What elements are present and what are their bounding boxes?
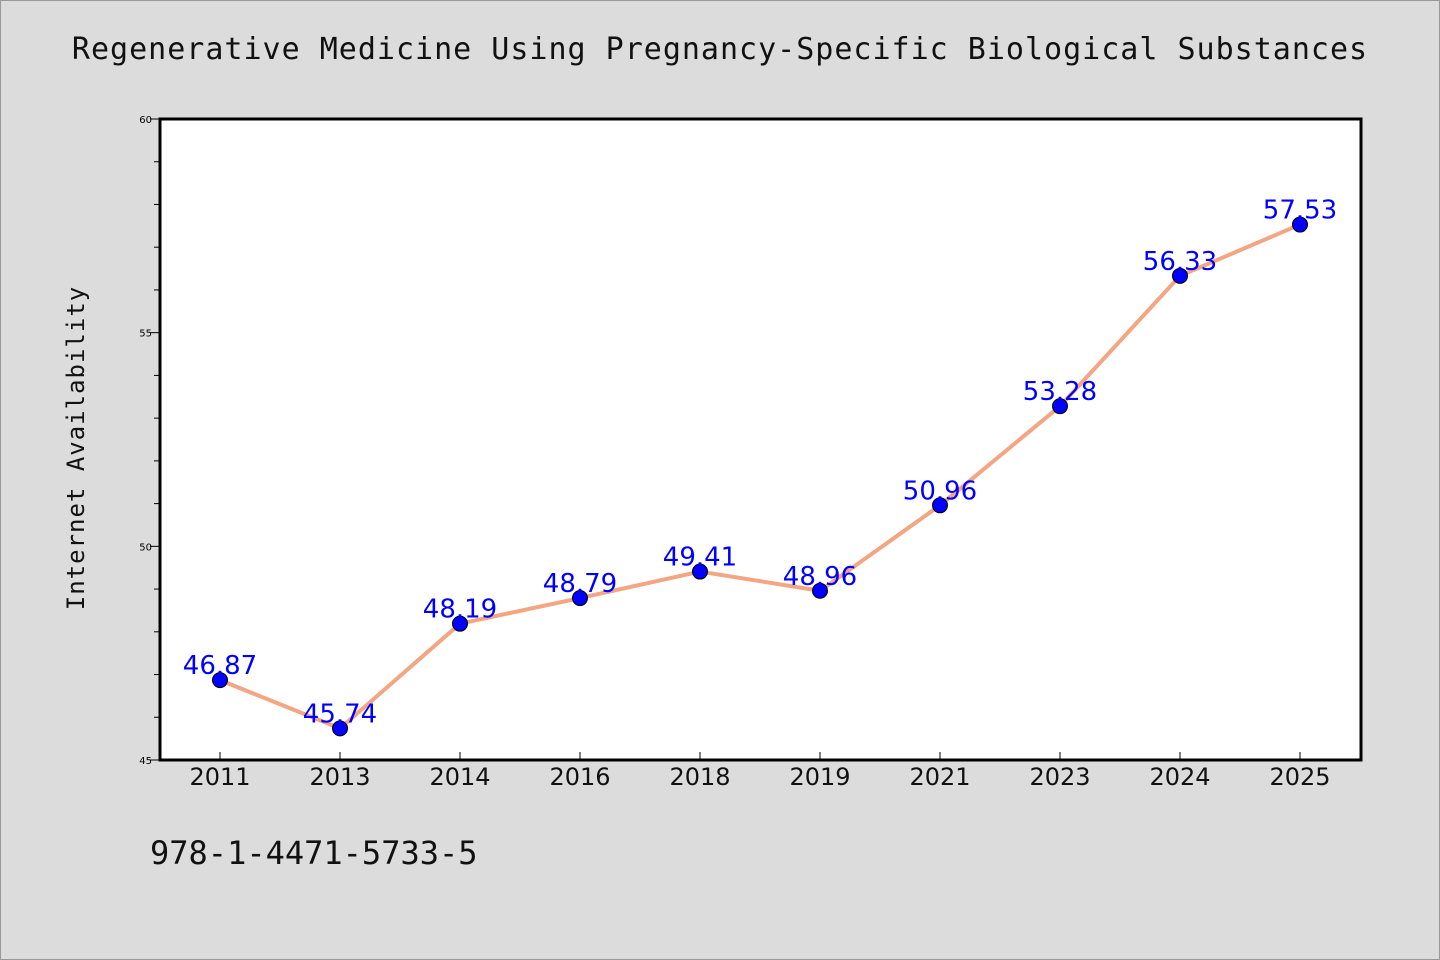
x-tick-label: 2024	[1149, 763, 1210, 791]
plot-area	[158, 117, 1363, 762]
x-tick-label: 2018	[669, 763, 730, 791]
x-tick-label: 2013	[309, 763, 370, 791]
data-label: 45.74	[303, 699, 377, 729]
y-axis: 45 50 55 60	[139, 115, 160, 767]
x-axis: 2011 2013 2014 2016 2018 2019 2021 2023 2024 2025	[189, 752, 1331, 791]
data-point	[1292, 216, 1308, 233]
x-tick-label: 2014	[429, 763, 490, 791]
data-point	[452, 615, 468, 632]
data-point	[572, 590, 588, 607]
data-point	[212, 672, 228, 689]
isbn-text: 978-1-4471-5733-5	[150, 834, 478, 872]
data-point	[932, 497, 948, 514]
x-tick-label: 2011	[189, 763, 250, 791]
x-tick-label: 2019	[789, 763, 850, 791]
data-point	[1052, 398, 1068, 415]
series-line	[219, 222, 1301, 731]
y-tick-label: 55	[139, 329, 152, 340]
data-label: 53.28	[1023, 377, 1097, 407]
data-label: 48.96	[783, 562, 857, 592]
x-tick-label: 2025	[1269, 763, 1330, 791]
y-tick-label: 60	[139, 115, 152, 126]
data-label: 50.96	[903, 476, 977, 506]
data-label: 48.79	[543, 569, 617, 599]
data-labels: 46.87 45.74 48.19 48.79 49.41 48.96 50.96 53.28…	[183, 196, 1337, 730]
y-tick-label: 50	[139, 542, 152, 553]
data-label: 48.19	[423, 595, 497, 625]
x-tick-label: 2021	[909, 763, 970, 791]
data-label: 57.53	[1263, 196, 1337, 226]
data-point	[332, 720, 348, 737]
data-point	[692, 563, 708, 580]
data-label: 49.41	[663, 543, 737, 573]
data-markers	[212, 216, 1308, 737]
x-tick-label: 2016	[549, 763, 610, 791]
y-tick-label: 45	[139, 756, 152, 767]
data-label: 56.33	[1143, 247, 1217, 277]
data-point	[1172, 267, 1188, 284]
chart-title: Regenerative Medicine Using Pregnancy-Sp…	[71, 32, 1369, 67]
data-label: 46.87	[183, 651, 257, 681]
data-point	[812, 582, 828, 599]
x-tick-label: 2023	[1029, 763, 1090, 791]
